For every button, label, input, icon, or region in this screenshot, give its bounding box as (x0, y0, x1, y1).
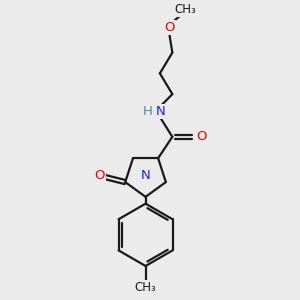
Text: CH₃: CH₃ (174, 3, 196, 16)
Text: O: O (196, 130, 206, 143)
Text: O: O (94, 169, 105, 182)
Text: N: N (141, 169, 150, 182)
Text: O: O (164, 21, 175, 34)
Text: N: N (156, 105, 165, 119)
Text: H: H (143, 105, 153, 119)
Text: CH₃: CH₃ (135, 281, 156, 294)
